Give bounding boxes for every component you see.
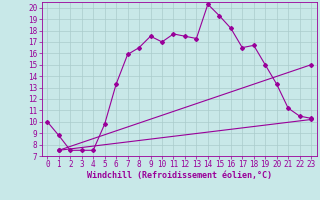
X-axis label: Windchill (Refroidissement éolien,°C): Windchill (Refroidissement éolien,°C) (87, 171, 272, 180)
